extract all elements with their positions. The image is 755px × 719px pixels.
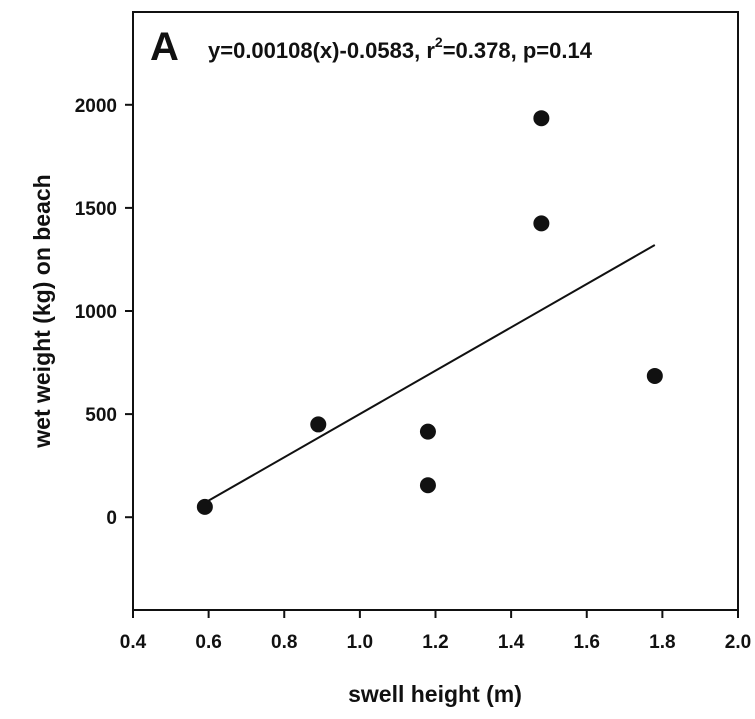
x-tick-label: 0.4 [120,632,147,653]
x-tick-label: 1.4 [498,632,525,653]
y-tick-label: 2000 [75,96,117,117]
x-axis-ticks: 0.4 0.6 0.8 1.0 1.2 1.4 1.6 1.8 2.0 [120,610,751,653]
x-tick-label: 2.0 [725,632,751,653]
data-point [419,477,436,494]
annotation-superscript: 2 [435,34,443,50]
data-point [196,498,213,515]
plot-frame [132,11,739,611]
x-tick-label: 0.6 [195,632,221,653]
regression-line-group [204,244,656,504]
annotation-suffix: =0.378, p=0.14 [443,38,593,63]
y-axis-title: wet weight (kg) on beach [29,174,55,448]
data-point [646,367,663,384]
panel-letter: A [150,25,179,69]
data-points [196,110,663,515]
regression-annotation: y=0.00108(x)-0.0583, r2=0.378, p=0.14 [208,34,593,63]
y-axis-ticks: 0 500 1000 1500 2000 [75,96,133,529]
regression-line [204,244,656,504]
data-point [533,110,550,127]
x-tick-label: 1.2 [422,632,448,653]
data-point [310,416,327,433]
y-tick-label: 0 [106,508,117,529]
x-axis-title: swell height (m) [348,681,522,707]
x-tick-label: 1.6 [574,632,600,653]
x-tick-label: 1.0 [347,632,373,653]
y-tick-label: 1500 [75,199,117,220]
x-tick-label: 1.8 [649,632,675,653]
y-tick-label: 1000 [75,302,117,323]
data-point [533,215,550,232]
x-tick-label: 0.8 [271,632,297,653]
data-point [419,423,436,440]
annotation-prefix: y=0.00108(x)-0.0583, r [208,38,435,63]
y-tick-label: 500 [85,405,117,426]
